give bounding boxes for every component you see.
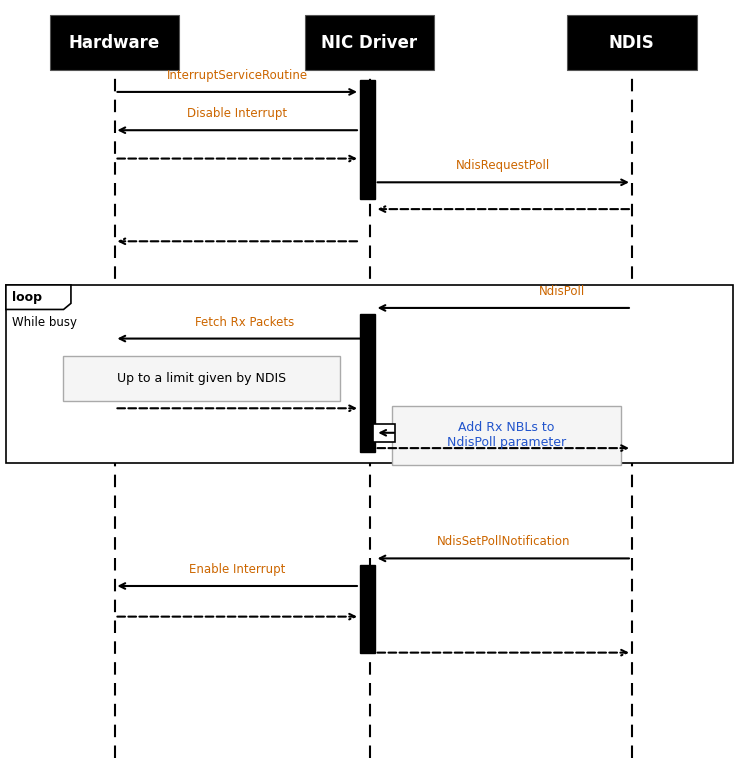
Text: Disable Interrupt: Disable Interrupt — [187, 107, 287, 120]
Text: While busy: While busy — [12, 316, 77, 329]
Bar — [360, 80, 375, 199]
Text: InterruptServiceRoutine: InterruptServiceRoutine — [167, 69, 307, 82]
Text: Enable Interrupt: Enable Interrupt — [189, 563, 285, 576]
Text: Fetch Rx Packets: Fetch Rx Packets — [195, 316, 294, 329]
Text: NdisPoll: NdisPoll — [539, 285, 585, 298]
Bar — [373, 424, 395, 442]
Bar — [63, 356, 340, 401]
Text: loop: loop — [12, 291, 42, 303]
Bar — [304, 15, 434, 70]
Bar — [568, 15, 696, 70]
Polygon shape — [6, 285, 71, 309]
Text: NdisRequestPoll: NdisRequestPoll — [456, 159, 551, 172]
Bar — [392, 406, 621, 465]
Text: Up to a limit given by NDIS: Up to a limit given by NDIS — [117, 372, 286, 385]
Bar — [50, 15, 179, 70]
Text: NDIS: NDIS — [609, 34, 655, 52]
Text: NdisSetPollNotification: NdisSetPollNotification — [437, 535, 570, 548]
Text: NIC Driver: NIC Driver — [321, 34, 418, 52]
Bar — [360, 565, 375, 653]
Bar — [6, 285, 733, 463]
Bar — [360, 314, 375, 452]
Text: Add Rx NBLs to
NdisPoll parameter: Add Rx NBLs to NdisPoll parameter — [446, 421, 566, 450]
Text: Hardware: Hardware — [69, 34, 160, 52]
